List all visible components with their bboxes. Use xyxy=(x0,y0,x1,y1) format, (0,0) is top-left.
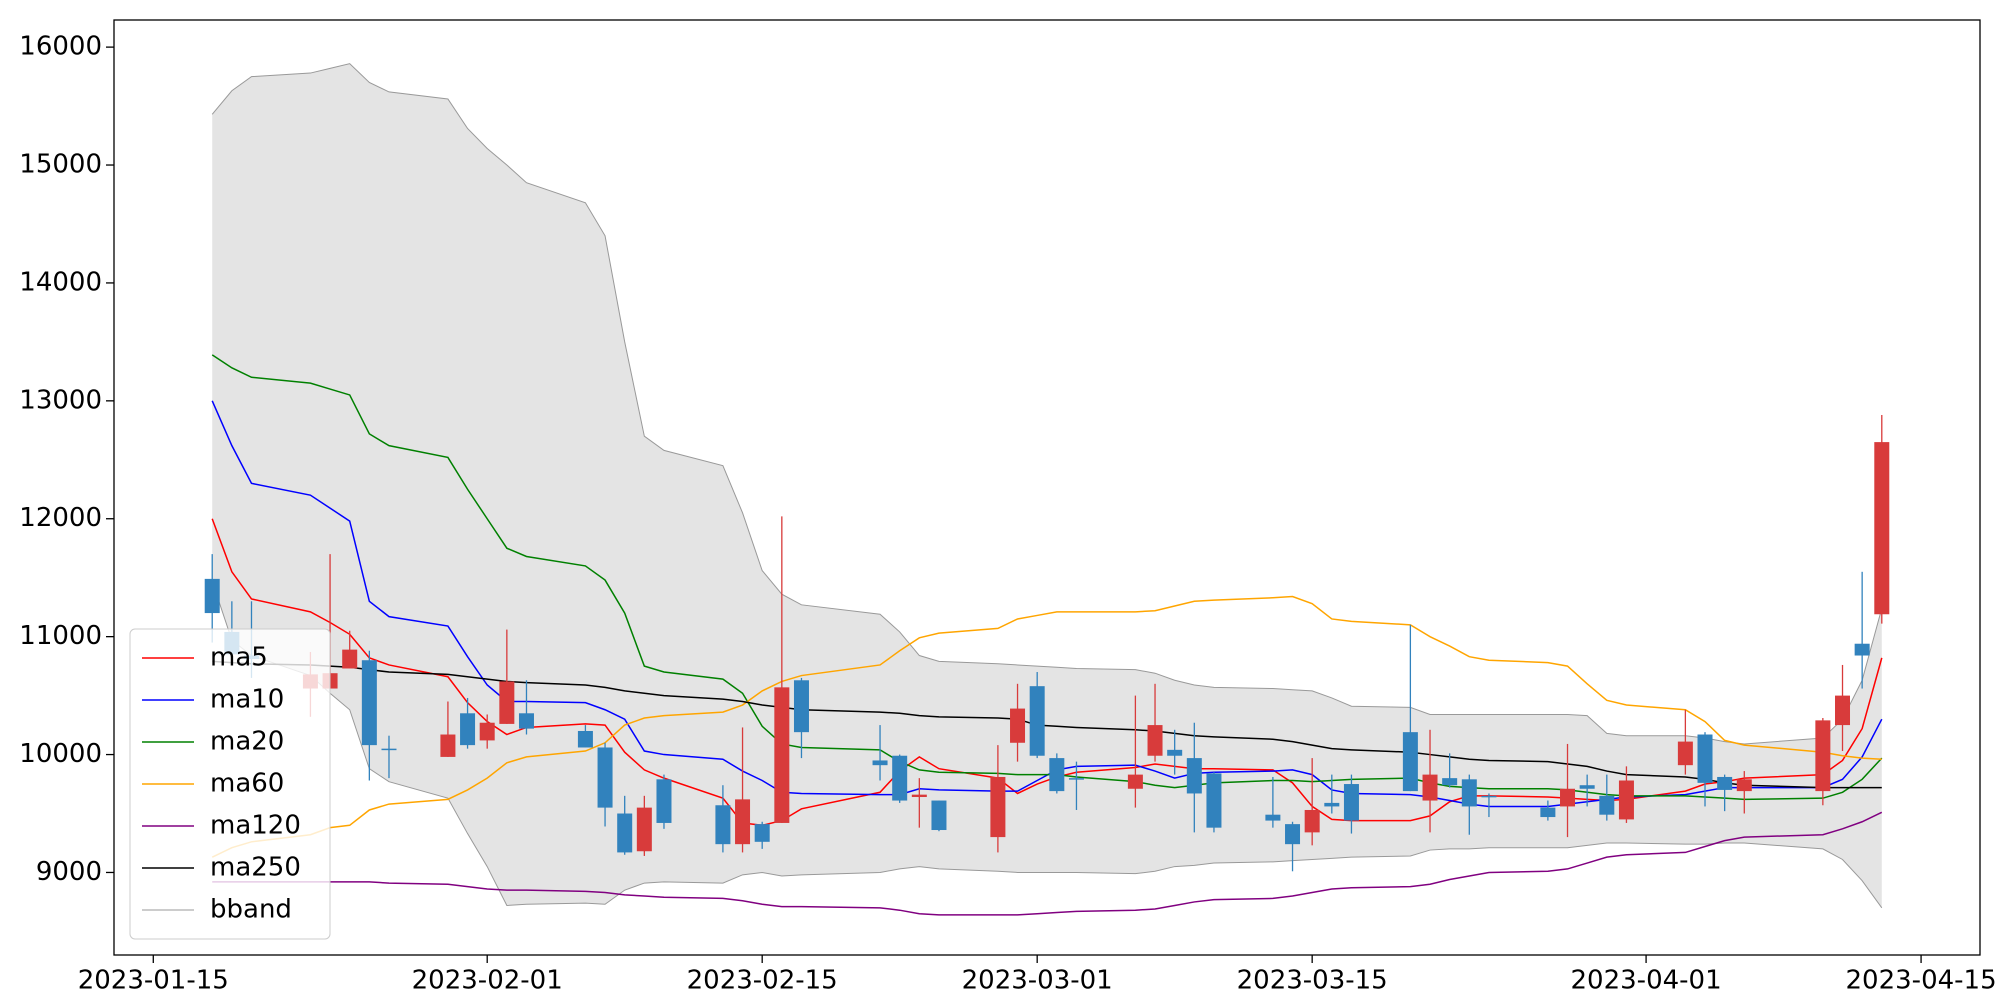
candle-body xyxy=(1010,708,1026,743)
candle-body xyxy=(1540,807,1556,818)
candle-body xyxy=(656,779,672,823)
candle-body xyxy=(1324,802,1340,807)
candle-body xyxy=(342,649,358,669)
y-tick-label: 13000 xyxy=(19,385,102,415)
candle-body xyxy=(1736,779,1752,792)
candle-body xyxy=(479,722,495,741)
x-tick-label: 2023-02-15 xyxy=(687,966,838,996)
y-tick-label: 10000 xyxy=(19,739,102,769)
candle-body xyxy=(1049,758,1065,792)
bband-lower xyxy=(211,581,1883,909)
candle-body xyxy=(1029,686,1045,756)
ma-line xyxy=(211,595,1882,858)
candle-body xyxy=(381,748,397,751)
candle-body xyxy=(1835,695,1851,726)
candle-body xyxy=(1461,779,1477,807)
candle-body xyxy=(1677,741,1693,766)
y-tick-label: 9000 xyxy=(36,857,102,887)
candle-body xyxy=(1127,774,1143,789)
legend-label: ma10 xyxy=(210,685,284,715)
candle-body xyxy=(1402,732,1418,792)
candle-body xyxy=(872,760,888,766)
candle-body xyxy=(577,730,593,748)
axis-layer: 9000 10000 11000 12000 13000 14000 15000 16000 2… xyxy=(19,19,1997,996)
candle-body xyxy=(1147,725,1163,756)
candle-body xyxy=(361,660,377,746)
candle-body xyxy=(1854,643,1870,656)
candle-body xyxy=(1304,809,1320,833)
candle-body xyxy=(1717,776,1733,790)
candle-body xyxy=(735,799,751,845)
ma-line xyxy=(212,811,1883,916)
legend-label: ma60 xyxy=(210,769,284,799)
candle-body xyxy=(1815,720,1831,792)
ma-line xyxy=(211,354,1883,801)
candle-body xyxy=(617,813,633,853)
candle-body xyxy=(440,734,456,757)
plot-frame xyxy=(113,19,1981,956)
ma-line xyxy=(212,660,1882,789)
candle-body xyxy=(990,776,1006,838)
x-tick-label: 2023-04-15 xyxy=(1846,966,1997,996)
x-tick-label: 2023-02-01 xyxy=(412,966,563,996)
candle-body xyxy=(636,807,652,852)
y-tick-label: 12000 xyxy=(19,503,102,533)
candle-body xyxy=(1560,788,1576,807)
legend-box xyxy=(129,628,331,940)
candle-body xyxy=(204,578,220,614)
candle-body xyxy=(460,713,476,746)
y-tick-label: 14000 xyxy=(19,267,102,297)
candle-body xyxy=(1068,778,1084,780)
x-tick-label: 2023-01-15 xyxy=(78,966,229,996)
bband-upper xyxy=(211,63,1883,745)
candle-body xyxy=(774,687,790,823)
candle-body xyxy=(597,747,613,808)
candle-body xyxy=(715,805,731,845)
candle-body xyxy=(1343,784,1359,821)
bband-area xyxy=(212,63,1882,908)
legend: ma5 ma10 ma20 ma60 ma120 ma250 bband xyxy=(129,628,331,940)
candle-body xyxy=(793,680,809,733)
legend-label: ma5 xyxy=(210,643,268,673)
x-tick-label: 2023-03-01 xyxy=(962,966,1113,996)
candle-body xyxy=(1167,749,1183,756)
candle-body xyxy=(1599,795,1615,815)
candle-body xyxy=(518,713,534,729)
candle-body xyxy=(1618,780,1634,820)
y-tick-label: 16000 xyxy=(19,32,102,62)
candle-body xyxy=(931,800,947,831)
candle-body xyxy=(1186,758,1202,794)
line-layer xyxy=(211,354,1883,916)
legend-label: ma250 xyxy=(210,853,301,883)
candle-body xyxy=(1874,442,1890,615)
candle-body xyxy=(1481,795,1497,798)
candle-body xyxy=(1442,778,1458,786)
candle-body xyxy=(911,794,927,798)
legend-label: ma120 xyxy=(210,811,301,841)
band-layer xyxy=(211,63,1883,909)
candle-body xyxy=(892,755,908,801)
candle-body xyxy=(1579,785,1595,789)
y-tick-label: 15000 xyxy=(19,150,102,180)
candle-body xyxy=(1285,824,1301,845)
legend-label: bband xyxy=(210,895,292,925)
candle-body xyxy=(1265,814,1281,821)
candle-body xyxy=(1697,734,1713,783)
candle-body xyxy=(754,824,770,842)
candle-body xyxy=(1422,774,1438,801)
y-tick-label: 11000 xyxy=(19,621,102,651)
candle-body xyxy=(499,681,515,724)
ma-line xyxy=(211,518,1883,827)
x-tick-label: 2023-04-01 xyxy=(1571,966,1722,996)
candle-body xyxy=(1206,773,1222,828)
x-tick-label: 2023-03-15 xyxy=(1237,966,1388,996)
legend-label: ma20 xyxy=(210,727,284,757)
